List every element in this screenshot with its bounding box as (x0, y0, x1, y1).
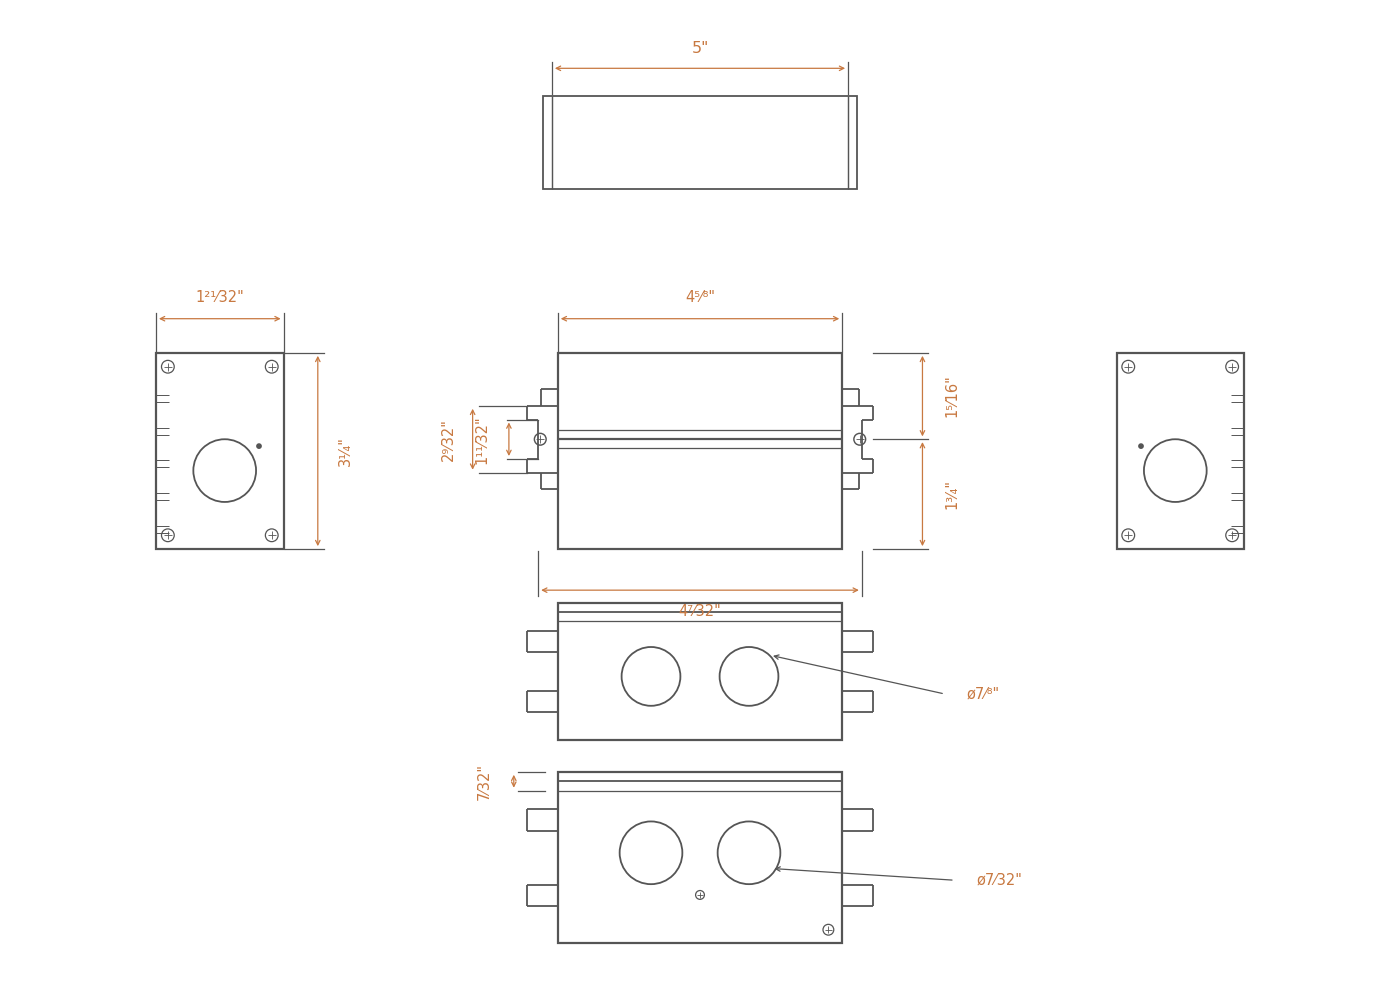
Circle shape (256, 444, 262, 448)
Bar (557, 772, 841, 943)
Bar (543, 96, 857, 189)
Bar (557, 603, 841, 740)
Text: 5": 5" (692, 41, 708, 56)
Text: 1²¹⁄32": 1²¹⁄32" (196, 290, 244, 305)
Text: 7⁄32": 7⁄32" (477, 763, 491, 800)
Bar (557, 353, 841, 549)
Text: 4⁵⁄⁸": 4⁵⁄⁸" (685, 290, 715, 305)
Text: 1¹¹⁄32": 1¹¹⁄32" (475, 415, 489, 464)
Text: 1⁵⁄16": 1⁵⁄16" (945, 375, 959, 417)
Text: ø7⁄32": ø7⁄32" (976, 873, 1022, 888)
Text: 1³⁄₄": 1³⁄₄" (945, 479, 959, 509)
Text: ø7⁄⁸": ø7⁄⁸" (966, 687, 1000, 702)
Text: 4⁷⁄32": 4⁷⁄32" (679, 604, 721, 619)
Text: 3¹⁄₄": 3¹⁄₄" (337, 436, 353, 466)
Text: 2⁹⁄32": 2⁹⁄32" (441, 418, 455, 461)
Circle shape (1138, 444, 1144, 448)
Bar (157, 353, 283, 549)
Bar (1117, 353, 1245, 549)
